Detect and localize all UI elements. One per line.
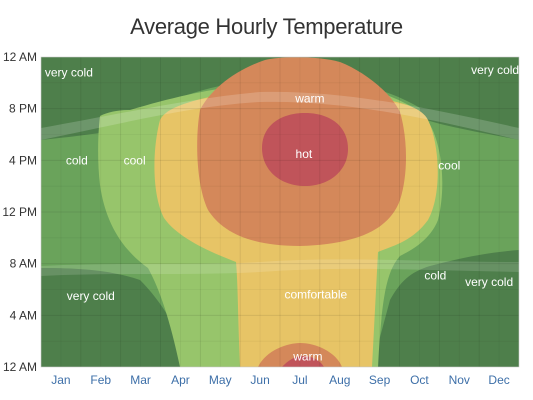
zone-label-comfortable: comfortable bbox=[284, 288, 347, 302]
grid-lines bbox=[41, 57, 519, 367]
x-tick-label: Jan bbox=[51, 373, 70, 387]
y-tick-label: 8 AM bbox=[10, 257, 37, 271]
x-axis: Jan Feb Mar Apr May Jun Jul Aug Sep Oct Nov Dec bbox=[51, 373, 510, 387]
zone-label-very-cold: very cold bbox=[471, 63, 519, 77]
daylight-shift-band-low bbox=[41, 259, 519, 276]
x-tick-label: Jun bbox=[250, 373, 269, 387]
zone-label-hot: hot bbox=[296, 147, 313, 161]
x-tick-label: Dec bbox=[488, 373, 509, 387]
zone-label-very-cold: very cold bbox=[45, 66, 93, 80]
zone-hot-bottom bbox=[282, 356, 324, 367]
plot-frame bbox=[40, 56, 520, 368]
zone-label-cool: cool bbox=[438, 159, 460, 173]
y-tick-label: 12 AM bbox=[3, 360, 37, 374]
daylight-shift-band bbox=[41, 91, 519, 140]
y-tick-label: 12 AM bbox=[3, 50, 37, 64]
x-tick-label: Jul bbox=[292, 373, 307, 387]
x-tick-label: Oct bbox=[410, 373, 429, 387]
y-tick-label: 8 PM bbox=[9, 102, 37, 116]
zone-hot bbox=[262, 113, 348, 186]
y-tick-label: 12 PM bbox=[2, 205, 37, 219]
x-tick-label: Sep bbox=[369, 373, 391, 387]
zone-label-very-cold: very cold bbox=[67, 289, 115, 303]
x-tick-label: Mar bbox=[130, 373, 151, 387]
zone-warm-bottom bbox=[258, 343, 342, 367]
chart-title: Average Hourly Temperature bbox=[130, 14, 403, 39]
zone-label-cold: cold bbox=[66, 153, 88, 167]
y-tick-label: 4 PM bbox=[9, 153, 37, 167]
zone-label-cold: cold bbox=[424, 268, 446, 282]
zone-label-very-cold: very cold bbox=[465, 275, 513, 289]
zone-label-warm: warm bbox=[294, 91, 324, 105]
x-tick-label: Apr bbox=[171, 373, 190, 387]
zone-label-cool: cool bbox=[124, 153, 146, 167]
y-tick-label: 4 AM bbox=[10, 308, 37, 322]
y-axis: 12 AM 8 PM 4 PM 12 PM 8 AM 4 AM 12 AM bbox=[2, 50, 37, 374]
zone-labels: very cold very cold warm hot cold cool cool col… bbox=[45, 63, 519, 364]
x-tick-label: May bbox=[209, 373, 232, 387]
x-tick-label: Aug bbox=[329, 373, 350, 387]
temperature-zones bbox=[41, 57, 519, 367]
x-tick-label: Feb bbox=[90, 373, 111, 387]
x-tick-label: Nov bbox=[449, 373, 470, 387]
zone-label-warm: warm bbox=[292, 350, 322, 364]
